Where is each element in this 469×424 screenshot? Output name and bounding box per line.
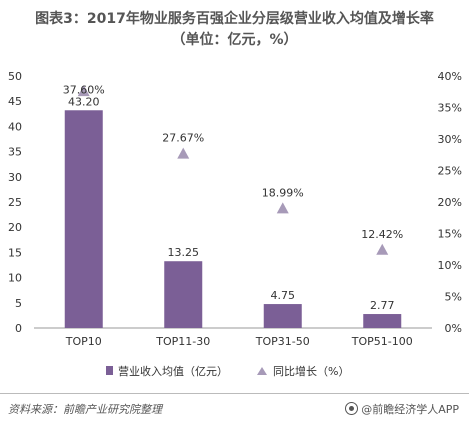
legend-triangle-swatch bbox=[257, 367, 267, 375]
growth-value-label: 37.60% bbox=[63, 83, 105, 96]
category-label: TOP10 bbox=[65, 335, 102, 348]
bar bbox=[363, 314, 402, 328]
right-tick-label: 35% bbox=[438, 102, 462, 115]
left-tick-label: 30 bbox=[8, 171, 22, 184]
left-tick-label: 5 bbox=[15, 297, 22, 310]
bar-chart: 0 5 10 15 20 25 30 35 40 45 50 0% 5% 10% 15% 20% 25% 30%… bbox=[8, 70, 462, 378]
category-labels: TOP10 TOP11-30 TOP31-50 TOP51-100 bbox=[65, 335, 413, 348]
legend-bar-label: 营业收入均值（亿元） bbox=[118, 364, 228, 378]
brand-logo-icon bbox=[345, 402, 359, 415]
right-tick-label: 30% bbox=[438, 133, 462, 146]
right-tick-label: 10% bbox=[438, 259, 462, 272]
left-tick-label: 0 bbox=[15, 322, 22, 335]
bar-series: 43.20 13.25 4.75 2.77 bbox=[64, 95, 402, 328]
left-tick-label: 50 bbox=[8, 70, 22, 83]
right-tick-label: 20% bbox=[438, 196, 462, 209]
left-tick-label: 35 bbox=[8, 146, 22, 159]
left-tick-label: 40 bbox=[8, 120, 22, 133]
left-tick-label: 45 bbox=[8, 95, 22, 108]
right-tick-label: 25% bbox=[438, 165, 462, 178]
legend-growth-label: 同比增长（%） bbox=[273, 364, 349, 378]
growth-value-label: 27.67% bbox=[162, 132, 204, 145]
growth-marker bbox=[376, 243, 389, 255]
right-axis-ticks: 0% 5% 10% 15% 20% 25% 30% 35% 40% bbox=[438, 70, 462, 335]
bar bbox=[164, 261, 203, 328]
right-tick-label: 15% bbox=[438, 228, 462, 241]
bar-value-label: 43.20 bbox=[68, 95, 100, 108]
growth-value-label: 12.42% bbox=[361, 228, 403, 241]
bar bbox=[263, 304, 302, 328]
right-tick-label: 0% bbox=[445, 322, 462, 335]
chart-subtitle: （单位：亿元，%） bbox=[171, 32, 298, 48]
footer: 资料来源：前瞻产业研究院整理 @前瞻经济学人APP bbox=[0, 393, 469, 424]
bar-value-label: 4.75 bbox=[271, 289, 296, 302]
growth-marker bbox=[276, 202, 289, 214]
category-label: TOP11-30 bbox=[155, 335, 210, 348]
bar bbox=[64, 110, 103, 328]
source-note: 资料来源：前瞻产业研究院整理 bbox=[8, 403, 162, 416]
left-tick-label: 25 bbox=[8, 196, 22, 209]
legend: 营业收入均值（亿元） 同比增长（%） bbox=[106, 364, 349, 378]
brand-credit: @前瞻经济学人APP bbox=[345, 401, 459, 417]
brand-text: @前瞻经济学人APP bbox=[361, 403, 459, 416]
chart-title: 图表3：2017年物业服务百强企业分层级营业收入均值及增长率 bbox=[35, 11, 434, 27]
left-tick-label: 15 bbox=[8, 246, 22, 259]
left-tick-label: 10 bbox=[8, 272, 22, 285]
growth-marker bbox=[177, 147, 190, 159]
right-tick-label: 40% bbox=[438, 70, 462, 83]
left-axis-ticks: 0 5 10 15 20 25 30 35 40 45 50 bbox=[8, 70, 22, 335]
legend-bar-swatch bbox=[106, 366, 113, 375]
right-tick-label: 5% bbox=[445, 291, 462, 304]
bar-value-label: 2.77 bbox=[370, 299, 395, 312]
growth-series: 37.60% 27.67% 18.99% 12.42% bbox=[63, 83, 403, 255]
category-label: TOP51-100 bbox=[351, 335, 413, 348]
left-tick-label: 20 bbox=[8, 221, 22, 234]
category-label: TOP31-50 bbox=[255, 335, 310, 348]
growth-marker bbox=[77, 85, 90, 97]
bar-value-label: 13.25 bbox=[168, 246, 200, 259]
growth-value-label: 18.99% bbox=[262, 186, 304, 199]
